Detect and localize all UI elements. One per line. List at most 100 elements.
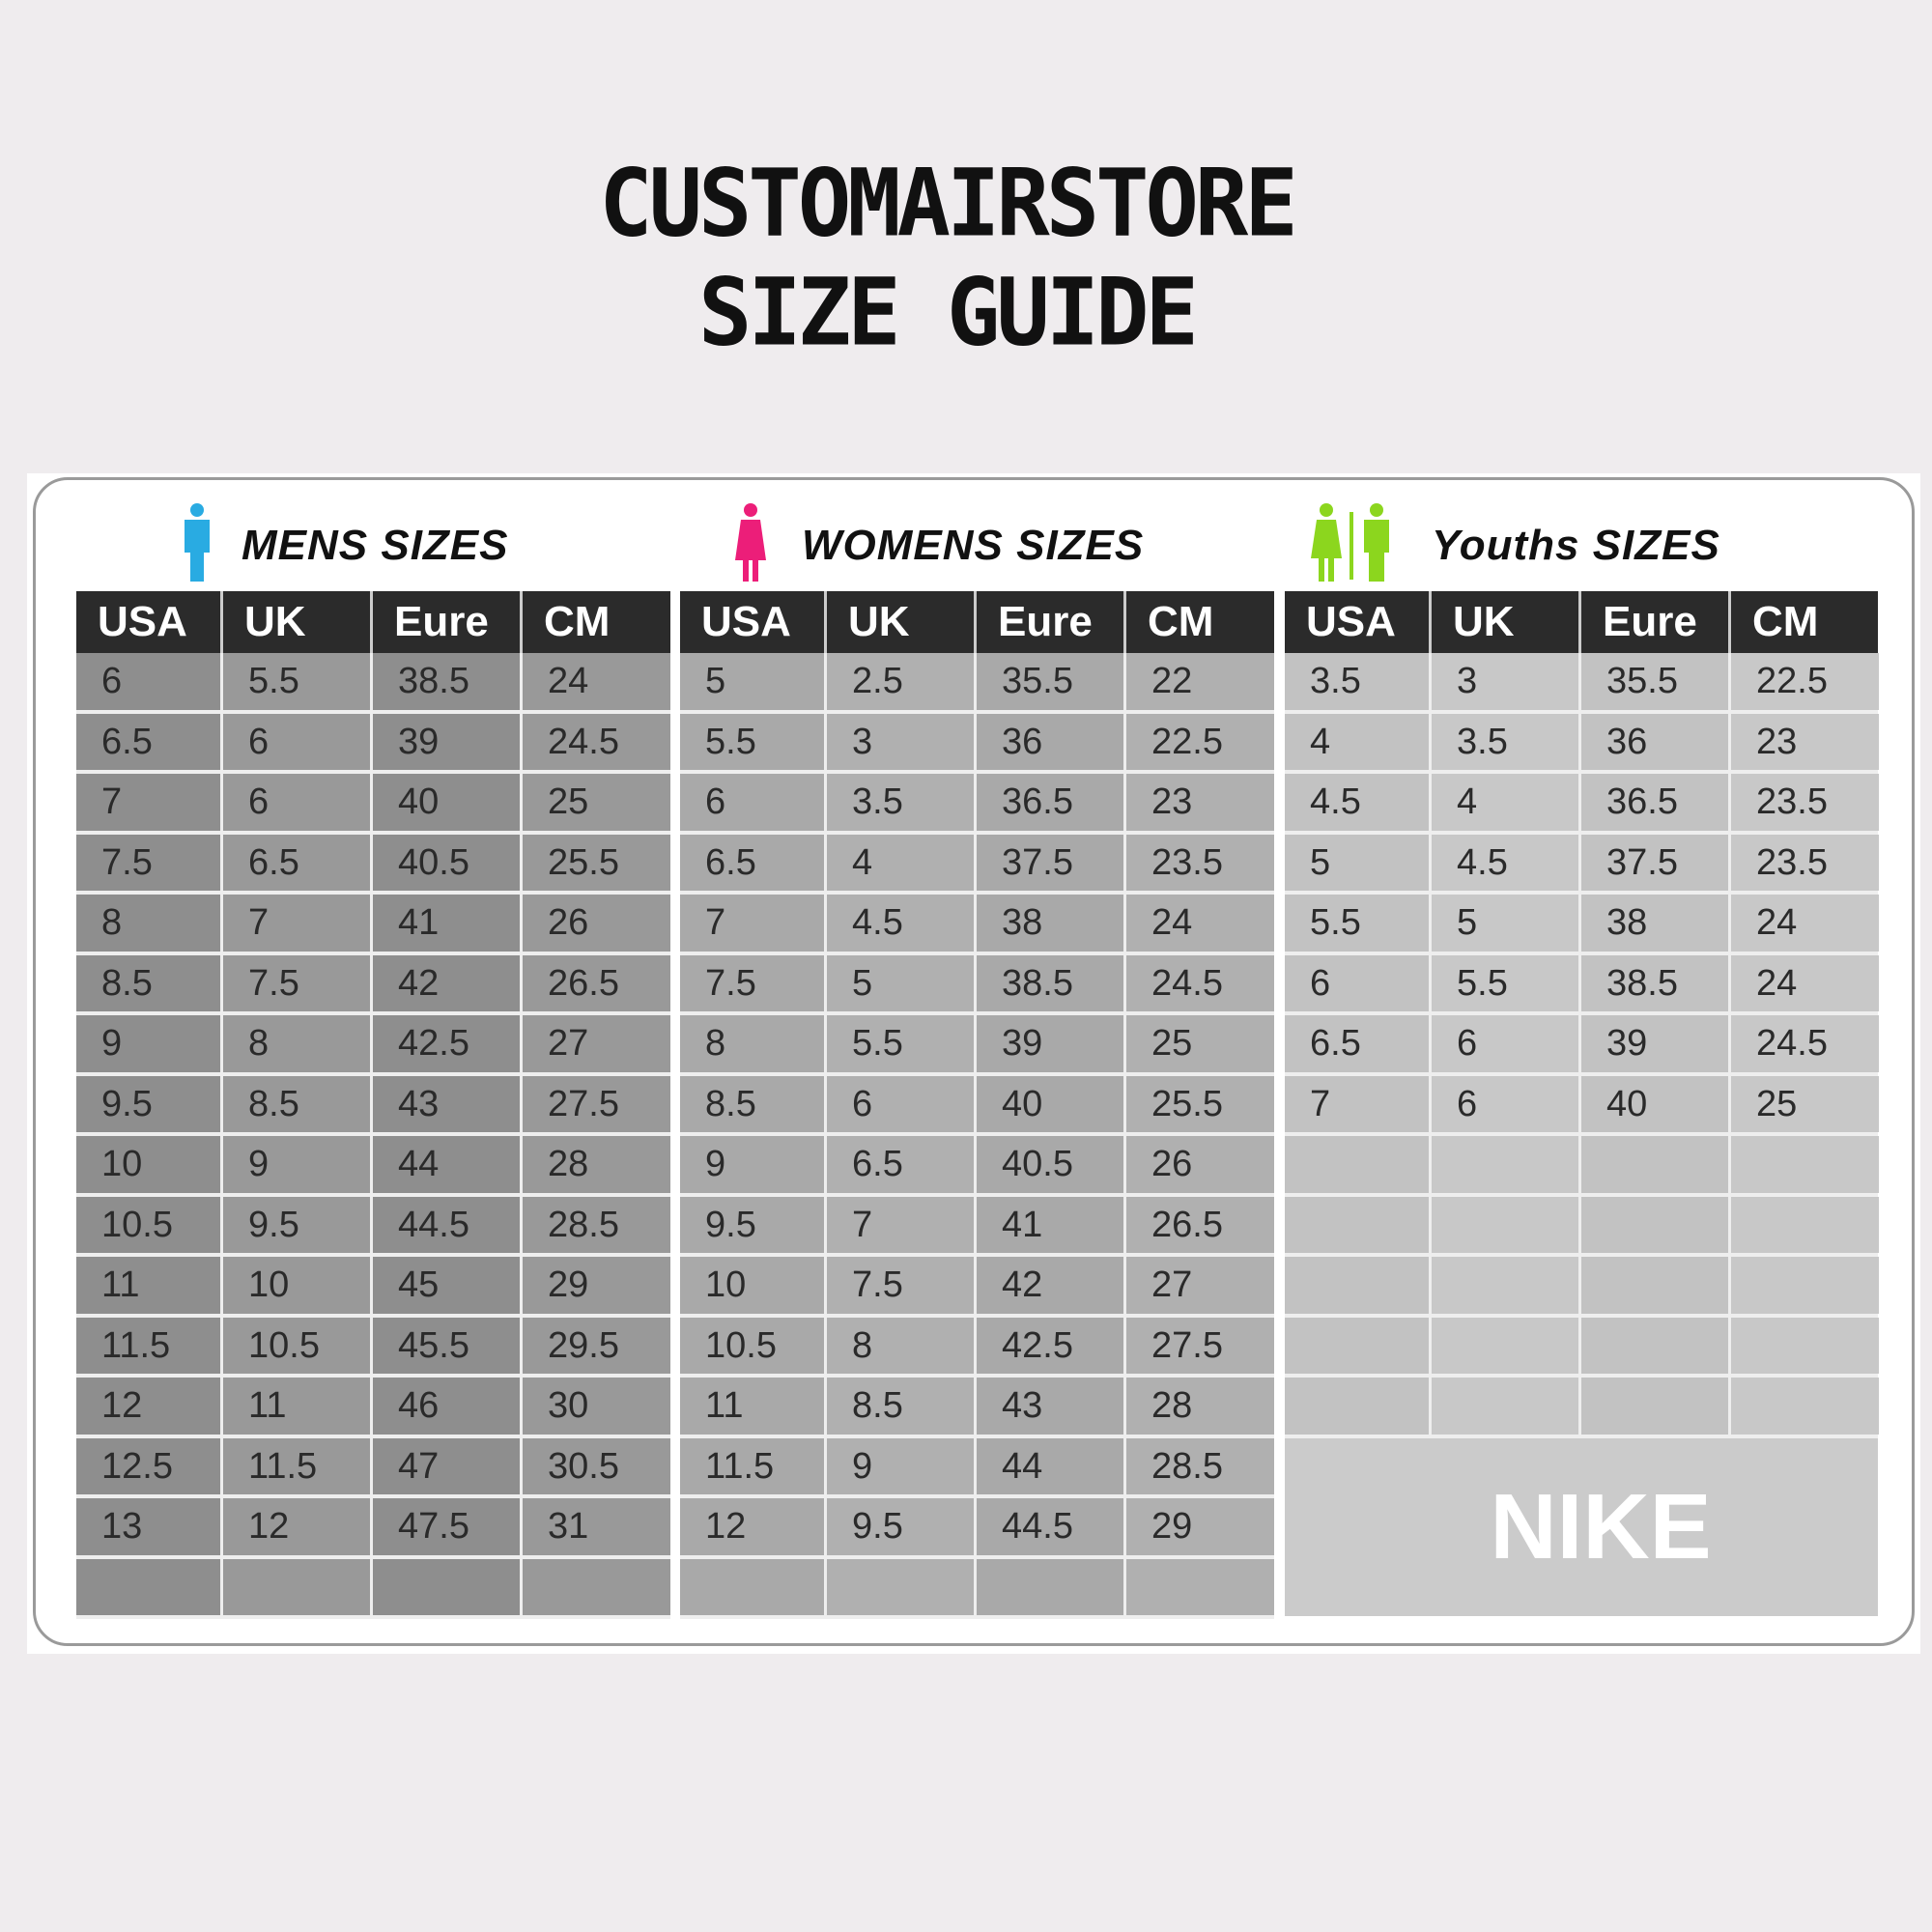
- size-cell: 40: [373, 774, 523, 831]
- table-header-row: USA UK Eure CM: [1285, 591, 1878, 653]
- size-cell: 24: [1731, 895, 1879, 952]
- size-cell: 44.5: [977, 1498, 1126, 1555]
- size-cell: 42.5: [977, 1317, 1126, 1374]
- size-cell: 23.5: [1126, 834, 1274, 891]
- size-cell: 45.5: [373, 1317, 523, 1374]
- table-row: 12.5 11.5 47 30.5: [76, 1437, 670, 1498]
- size-cell: 27.5: [1126, 1317, 1274, 1374]
- size-cell: [1581, 1196, 1731, 1253]
- table-row: 8 5.5 39 25: [680, 1015, 1274, 1076]
- table-row: [680, 1558, 1274, 1619]
- size-cell: [680, 1558, 827, 1615]
- size-cell: 36.5: [1581, 774, 1731, 831]
- size-cell: 6.5: [680, 834, 827, 891]
- table-row: 7 6 40 25: [76, 774, 670, 835]
- size-cell: 23.5: [1731, 834, 1879, 891]
- size-cell: 9.5: [680, 1196, 827, 1253]
- size-cell: 5.5: [1432, 954, 1581, 1011]
- size-cell: 24.5: [1126, 954, 1274, 1011]
- size-cell: 4.5: [827, 895, 977, 952]
- size-cell: 22.5: [1126, 713, 1274, 770]
- youth-couple-icon: [1311, 503, 1389, 582]
- table-row: 5 2.5 35.5 22: [680, 653, 1274, 714]
- size-cell: 11: [680, 1378, 827, 1435]
- size-cell: 44.5: [373, 1196, 523, 1253]
- size-cell: [1731, 1196, 1879, 1253]
- size-cell: [977, 1558, 1126, 1615]
- size-cell: 8.5: [223, 1075, 373, 1132]
- size-cell: 27: [523, 1015, 670, 1072]
- size-cell: 3.5: [827, 774, 977, 831]
- size-cell: 43: [373, 1075, 523, 1132]
- table-row: 9 6.5 40.5 26: [680, 1136, 1274, 1197]
- table-header-row: USA UK Eure CM: [76, 591, 670, 653]
- size-cell: 8.5: [76, 954, 223, 1011]
- size-cell: 6: [76, 653, 223, 710]
- size-cell: 5.5: [827, 1015, 977, 1072]
- mens-size-table: USA UK Eure CM 6 5.5 38.5 24 6.5 6 39 24.5 7 6 40 25 7.5…: [76, 591, 670, 1619]
- size-cell: 39: [977, 1015, 1126, 1072]
- table-row: 12 11 46 30: [76, 1378, 670, 1438]
- table-row: 10.5 9.5 44.5 28.5: [76, 1196, 670, 1257]
- column-header: CM: [1148, 598, 1214, 645]
- table-row: 6.5 6 39 24.5: [1285, 1015, 1879, 1076]
- size-cell: 10: [223, 1257, 373, 1314]
- table-row: 8.5 6 40 25.5: [680, 1075, 1274, 1136]
- size-cell: 26: [523, 895, 670, 952]
- size-cell: 30: [523, 1378, 670, 1435]
- size-cell: 9.5: [223, 1196, 373, 1253]
- size-cell: 11.5: [76, 1317, 223, 1374]
- table-row: 3.5 3 35.5 22.5: [1285, 653, 1879, 714]
- size-cell: 39: [373, 713, 523, 770]
- column-header: CM: [544, 598, 611, 645]
- size-cell: 6: [223, 713, 373, 770]
- size-cell: 5.5: [1285, 895, 1432, 952]
- size-cell: [1285, 1317, 1432, 1374]
- size-cell: 41: [373, 895, 523, 952]
- size-cell: 13: [76, 1498, 223, 1555]
- table-row: 9.5 7 41 26.5: [680, 1196, 1274, 1257]
- size-cell: 12: [223, 1498, 373, 1555]
- column-header: UK: [1432, 591, 1581, 653]
- size-cell: 7: [76, 774, 223, 831]
- size-cell: 35.5: [1581, 653, 1731, 710]
- table-row: 11.5 10.5 45.5 29.5: [76, 1317, 670, 1378]
- brand-label: NIKE: [1285, 1437, 1878, 1616]
- size-cell: 23.5: [1731, 774, 1879, 831]
- size-cell: 27.5: [523, 1075, 670, 1132]
- size-cell: 12: [680, 1498, 827, 1555]
- size-cell: [1731, 1378, 1879, 1435]
- womens-sizes-heading: WOMENS SIZES: [802, 522, 1145, 569]
- column-header: UK: [223, 591, 373, 653]
- size-cell: 29: [523, 1257, 670, 1314]
- size-cell: 25: [1731, 1075, 1879, 1132]
- table-row: [1285, 1196, 1879, 1257]
- size-cell: 36: [1581, 713, 1731, 770]
- size-cell: 28.5: [523, 1196, 670, 1253]
- size-cell: [1581, 1378, 1731, 1435]
- size-cell: 6.5: [223, 834, 373, 891]
- size-cell: 37.5: [977, 834, 1126, 891]
- size-cell: [1285, 1136, 1432, 1193]
- size-cell: 42: [373, 954, 523, 1011]
- size-cell: 5: [680, 653, 827, 710]
- table-row: 12 9.5 44.5 29: [680, 1498, 1274, 1559]
- man-icon: [185, 503, 210, 582]
- table-row: 6.5 4 37.5 23.5: [680, 834, 1274, 895]
- size-cell: 44: [977, 1437, 1126, 1494]
- size-cell: 9.5: [76, 1075, 223, 1132]
- size-cell: 29: [1126, 1498, 1274, 1555]
- size-cell: 22: [1126, 653, 1274, 710]
- table-row: 10 7.5 42 27: [680, 1257, 1274, 1318]
- size-cell: 2.5: [827, 653, 977, 710]
- table-row: 6.5 6 39 24.5: [76, 713, 670, 774]
- size-cell: 26.5: [523, 954, 670, 1011]
- size-cell: 4: [1432, 774, 1581, 831]
- size-cell: 9.5: [827, 1498, 977, 1555]
- size-cell: 8.5: [680, 1075, 827, 1132]
- size-cell: 6: [1432, 1075, 1581, 1132]
- size-cell: 42: [977, 1257, 1126, 1314]
- table-row: 10.5 8 42.5 27.5: [680, 1317, 1274, 1378]
- size-cell: 4.5: [1285, 774, 1432, 831]
- column-header: Eure: [977, 591, 1126, 653]
